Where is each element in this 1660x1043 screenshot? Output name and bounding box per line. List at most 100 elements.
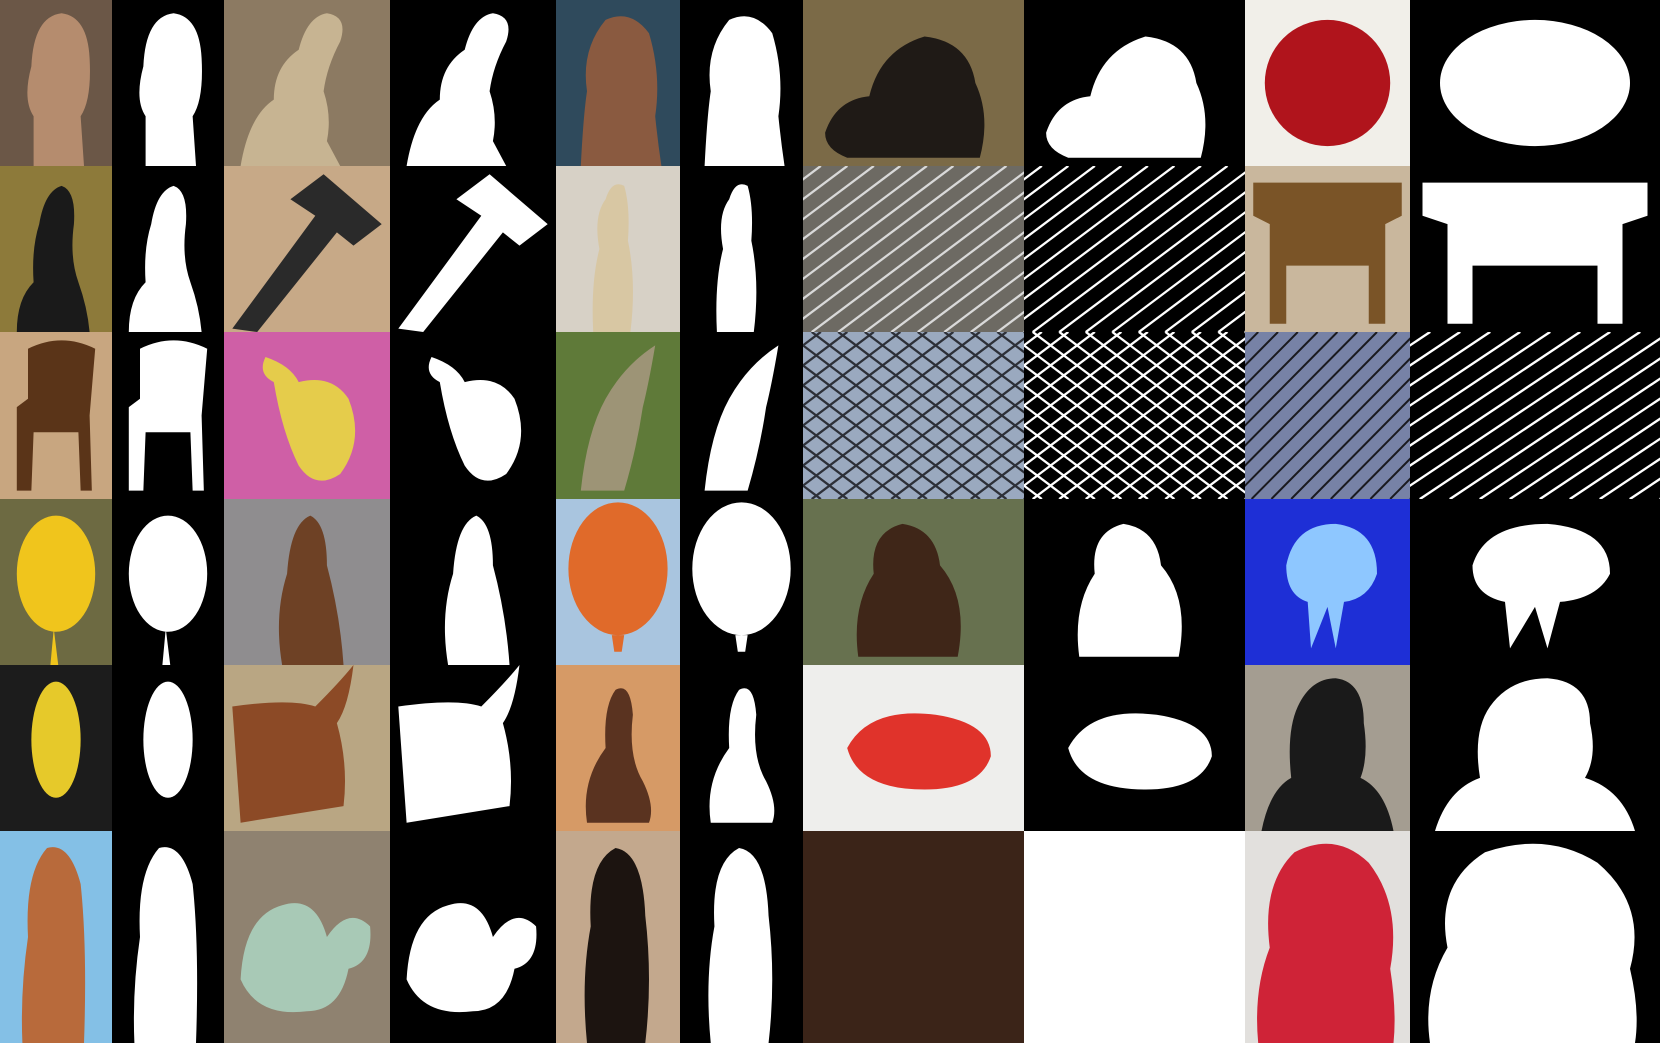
subject	[16, 340, 96, 491]
photo-yellow-flower	[0, 499, 112, 665]
matte-succulent-plant	[390, 831, 556, 1043]
subject-matte	[139, 13, 202, 166]
subject-matte	[1046, 36, 1206, 158]
subject	[580, 345, 656, 491]
subject	[21, 847, 86, 1043]
alpha-matte	[112, 332, 224, 499]
matte-jellyfish	[1410, 499, 1660, 665]
subject-matte	[406, 903, 537, 1013]
matte-squirrel	[1024, 499, 1245, 665]
photo-image	[0, 0, 112, 166]
alpha-matte	[680, 332, 803, 499]
photo-image	[224, 499, 390, 665]
matte-meerkat	[390, 0, 556, 166]
subject-matte	[406, 13, 509, 166]
subject-matte	[128, 515, 208, 665]
subject-matte	[1428, 843, 1637, 1043]
photo-woman-portrait-blue	[0, 831, 112, 1043]
subject	[580, 16, 662, 166]
subject	[232, 174, 382, 332]
subject-matte	[1435, 678, 1635, 831]
photo-image	[1245, 166, 1410, 332]
photo-image	[0, 499, 112, 665]
photo-face-close-up	[803, 831, 1024, 1043]
subject	[1245, 332, 1410, 499]
alpha-matte	[1410, 332, 1660, 499]
matte-bananas	[390, 332, 556, 499]
matte-girl	[112, 0, 224, 166]
photo-image	[803, 332, 1024, 499]
alpha-matte	[680, 166, 803, 332]
photo-image	[224, 332, 390, 499]
alpha-matte	[390, 0, 556, 166]
subject	[1286, 523, 1377, 649]
alpha-matte	[1024, 665, 1245, 831]
photo-image	[1245, 0, 1410, 166]
photo-woman-on-beach	[556, 166, 680, 332]
alpha-matte	[1024, 499, 1245, 665]
subject-matte	[692, 502, 791, 652]
alpha-matte	[112, 665, 224, 831]
matte-iguana	[680, 332, 803, 499]
subject-matte	[398, 174, 548, 332]
alpha-matte	[1024, 166, 1245, 332]
photo-image	[803, 166, 1024, 332]
alpha-matte	[390, 499, 556, 665]
alpha-matte	[390, 831, 556, 1043]
photo-woman-with-curly-hair	[556, 831, 680, 1043]
subject	[1253, 182, 1402, 324]
photo-image	[224, 665, 390, 831]
alpha-matte	[1024, 0, 1245, 166]
photo-image	[224, 0, 390, 166]
subject	[232, 665, 354, 823]
matte-cherries	[1410, 0, 1660, 166]
tile-background	[1024, 332, 1245, 499]
photo-image	[1245, 831, 1410, 1043]
alpha-matte	[1410, 166, 1660, 332]
photo-image	[556, 0, 680, 166]
subject	[803, 166, 1024, 332]
subject-matte	[1410, 332, 1660, 499]
photo-woman-in-desert	[556, 665, 680, 831]
subject-matte	[709, 688, 775, 823]
photo-branches	[1245, 332, 1410, 499]
matte-woman-with-earrings	[112, 166, 224, 332]
subject	[825, 36, 985, 158]
subject-matte	[398, 665, 520, 823]
photo-image	[556, 499, 680, 665]
photo-cherries	[1245, 0, 1410, 166]
photo-toy-turtle	[803, 665, 1024, 831]
photo-image	[0, 665, 112, 831]
alpha-matte	[112, 499, 224, 665]
matte-lemon	[112, 665, 224, 831]
alpha-matte	[1024, 332, 1245, 499]
subject	[31, 681, 81, 798]
photo-image	[803, 499, 1024, 665]
subject	[16, 185, 90, 332]
tile-background	[1024, 166, 1245, 332]
photo-image	[556, 332, 680, 499]
matte-console-table	[1410, 166, 1660, 332]
photo-woman-with-flowing-hair	[224, 499, 390, 665]
matte-toy-turtle	[1024, 665, 1245, 831]
photo-image	[556, 665, 680, 831]
subject	[847, 713, 991, 790]
matte-woman-smiling	[680, 0, 803, 166]
photo-image	[1245, 665, 1410, 831]
subject-matte	[428, 357, 522, 481]
alpha-matte	[112, 831, 224, 1043]
subject	[278, 515, 344, 665]
subject-matte	[143, 681, 193, 798]
subject	[240, 13, 343, 166]
photo-image	[803, 831, 1024, 1043]
photo-bananas	[224, 332, 390, 499]
alpha-matte	[1410, 499, 1660, 665]
photo-image	[1245, 499, 1410, 665]
photo-succulent-plant	[224, 831, 390, 1043]
matte-axe	[390, 166, 556, 332]
alpha-matte	[390, 166, 556, 332]
matte-face-close-up	[1024, 831, 1245, 1043]
subject	[803, 332, 1024, 499]
subject-matte	[1077, 523, 1182, 657]
subject	[1261, 678, 1394, 831]
